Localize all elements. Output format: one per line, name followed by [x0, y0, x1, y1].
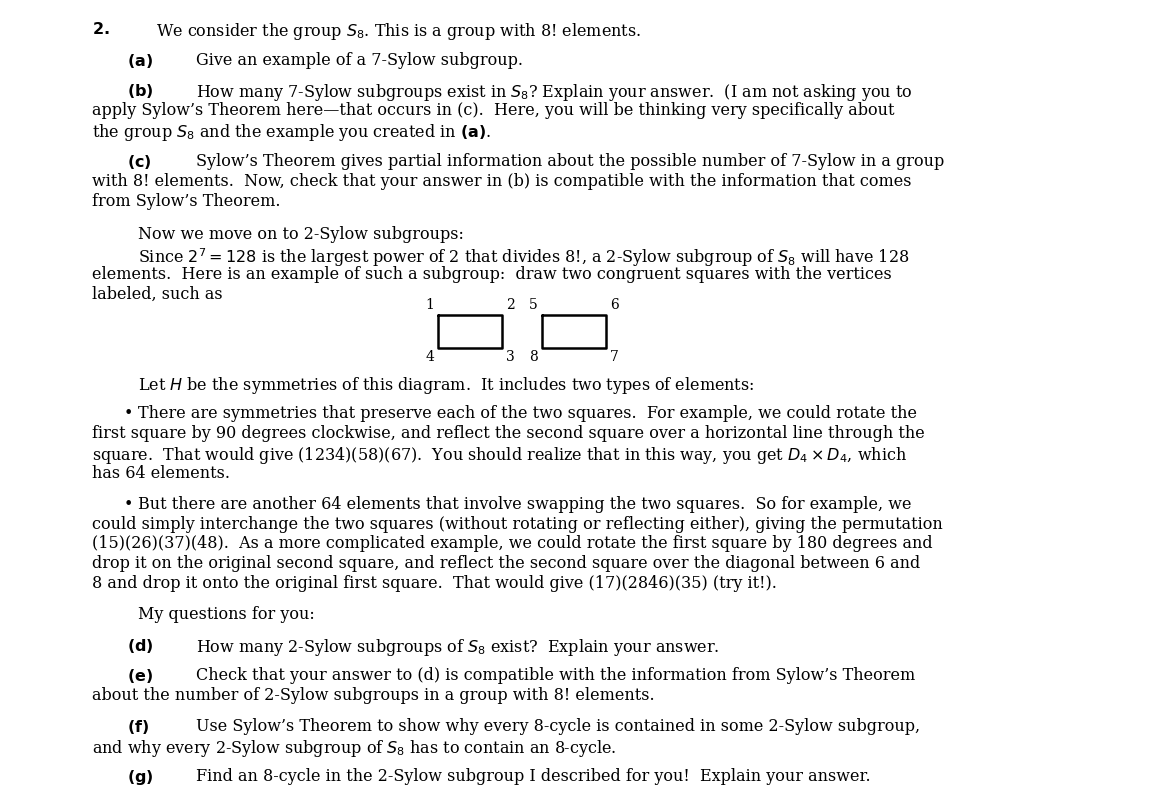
Text: square.  That would give (1234)(58)(67).  You should realize that in this way, y: square. That would give (1234)(58)(67). …	[92, 445, 907, 466]
Text: Now we move on to 2-Sylow subgroups:: Now we move on to 2-Sylow subgroups:	[138, 226, 464, 243]
Text: 7: 7	[610, 350, 619, 364]
Text: drop it on the original second square, and reflect the second square over the di: drop it on the original second square, a…	[92, 555, 921, 572]
Text: •: •	[123, 406, 132, 422]
Text: 3: 3	[505, 350, 515, 364]
Text: $\mathbf{2.}$: $\mathbf{2.}$	[92, 21, 110, 38]
Text: $\mathbf{(f)}$: $\mathbf{(f)}$	[126, 718, 149, 736]
Text: with 8! elements.  Now, check that your answer in (b) is compatible with the inf: with 8! elements. Now, check that your a…	[92, 173, 911, 190]
Text: $\mathbf{(d)}$: $\mathbf{(d)}$	[126, 637, 153, 655]
Text: the group $S_8$ and the example you created in $\mathbf{(a)}$.: the group $S_8$ and the example you crea…	[92, 122, 491, 144]
Text: Check that your answer to (d) is compatible with the information from Sylow’s Th: Check that your answer to (d) is compati…	[197, 667, 915, 684]
Text: about the number of 2-Sylow subgroups in a group with 8! elements.: about the number of 2-Sylow subgroups in…	[92, 687, 655, 705]
Text: elements.  Here is an example of such a subgroup:  draw two congruent squares wi: elements. Here is an example of such a s…	[92, 266, 892, 283]
Text: How many 7-Sylow subgroups exist in $S_8$? Explain your answer.  (I am not askin: How many 7-Sylow subgroups exist in $S_8…	[197, 83, 913, 103]
Text: (15)(26)(37)(48).  As a more complicated example, we could rotate the first squa: (15)(26)(37)(48). As a more complicated …	[92, 536, 932, 552]
Text: 8 and drop it onto the original first square.  That would give (17)(2846)(35) (t: 8 and drop it onto the original first sq…	[92, 575, 777, 593]
Text: 4: 4	[425, 350, 434, 364]
Text: 1: 1	[425, 298, 434, 312]
Text: Find an 8-cycle in the 2-Sylow subgroup I described for you!  Explain your answe: Find an 8-cycle in the 2-Sylow subgroup …	[197, 768, 870, 786]
Text: Use Sylow’s Theorem to show why every 8-cycle is contained in some 2-Sylow subgr: Use Sylow’s Theorem to show why every 8-…	[197, 718, 921, 735]
Text: Since $2^7 = 128$ is the largest power of 2 that divides 8!, a 2-Sylow subgroup : Since $2^7 = 128$ is the largest power o…	[138, 246, 910, 269]
Text: •: •	[123, 495, 132, 513]
Text: There are symmetries that preserve each of the two squares.  For example, we cou: There are symmetries that preserve each …	[138, 406, 917, 422]
Text: $\mathbf{(b)}$: $\mathbf{(b)}$	[126, 83, 153, 100]
Text: $\mathbf{(a)}$: $\mathbf{(a)}$	[126, 52, 153, 69]
Text: apply Sylow’s Theorem here—that occurs in (c).  Here, you will be thinking very : apply Sylow’s Theorem here—that occurs i…	[92, 103, 895, 119]
Text: first square by 90 degrees clockwise, and reflect the second square over a horiz: first square by 90 degrees clockwise, an…	[92, 425, 925, 443]
Text: 5: 5	[529, 298, 538, 312]
Text: $\mathbf{(e)}$: $\mathbf{(e)}$	[126, 667, 153, 686]
Text: My questions for you:: My questions for you:	[138, 606, 315, 623]
Text: could simply interchange the two squares (without rotating or reflecting either): could simply interchange the two squares…	[92, 516, 943, 533]
Text: We consider the group $S_8$. This is a group with 8! elements.: We consider the group $S_8$. This is a g…	[156, 21, 641, 42]
Text: Sylow’s Theorem gives partial information about the possible number of 7-Sylow i: Sylow’s Theorem gives partial informatio…	[197, 153, 944, 170]
Text: 2: 2	[505, 298, 515, 312]
Text: Let $H$ be the symmetries of this diagram.  It includes two types of elements:: Let $H$ be the symmetries of this diagra…	[138, 375, 755, 396]
Text: How many 2-Sylow subgroups of $S_8$ exist?  Explain your answer.: How many 2-Sylow subgroups of $S_8$ exis…	[197, 637, 720, 658]
Text: from Sylow’s Theorem.: from Sylow’s Theorem.	[92, 193, 281, 210]
Text: and why every 2-Sylow subgroup of $S_8$ has to contain an 8-cycle.: and why every 2-Sylow subgroup of $S_8$ …	[92, 738, 617, 759]
Text: 6: 6	[610, 298, 619, 312]
Text: labeled, such as: labeled, such as	[92, 286, 223, 303]
Text: But there are another 64 elements that involve swapping the two squares.  So for: But there are another 64 elements that i…	[138, 495, 911, 513]
Text: has 64 elements.: has 64 elements.	[92, 465, 230, 482]
Text: 8: 8	[529, 350, 538, 364]
Text: $\mathbf{(c)}$: $\mathbf{(c)}$	[126, 153, 152, 171]
Text: Give an example of a 7-Sylow subgroup.: Give an example of a 7-Sylow subgroup.	[197, 52, 523, 69]
Text: $\mathbf{(g)}$: $\mathbf{(g)}$	[126, 768, 153, 787]
